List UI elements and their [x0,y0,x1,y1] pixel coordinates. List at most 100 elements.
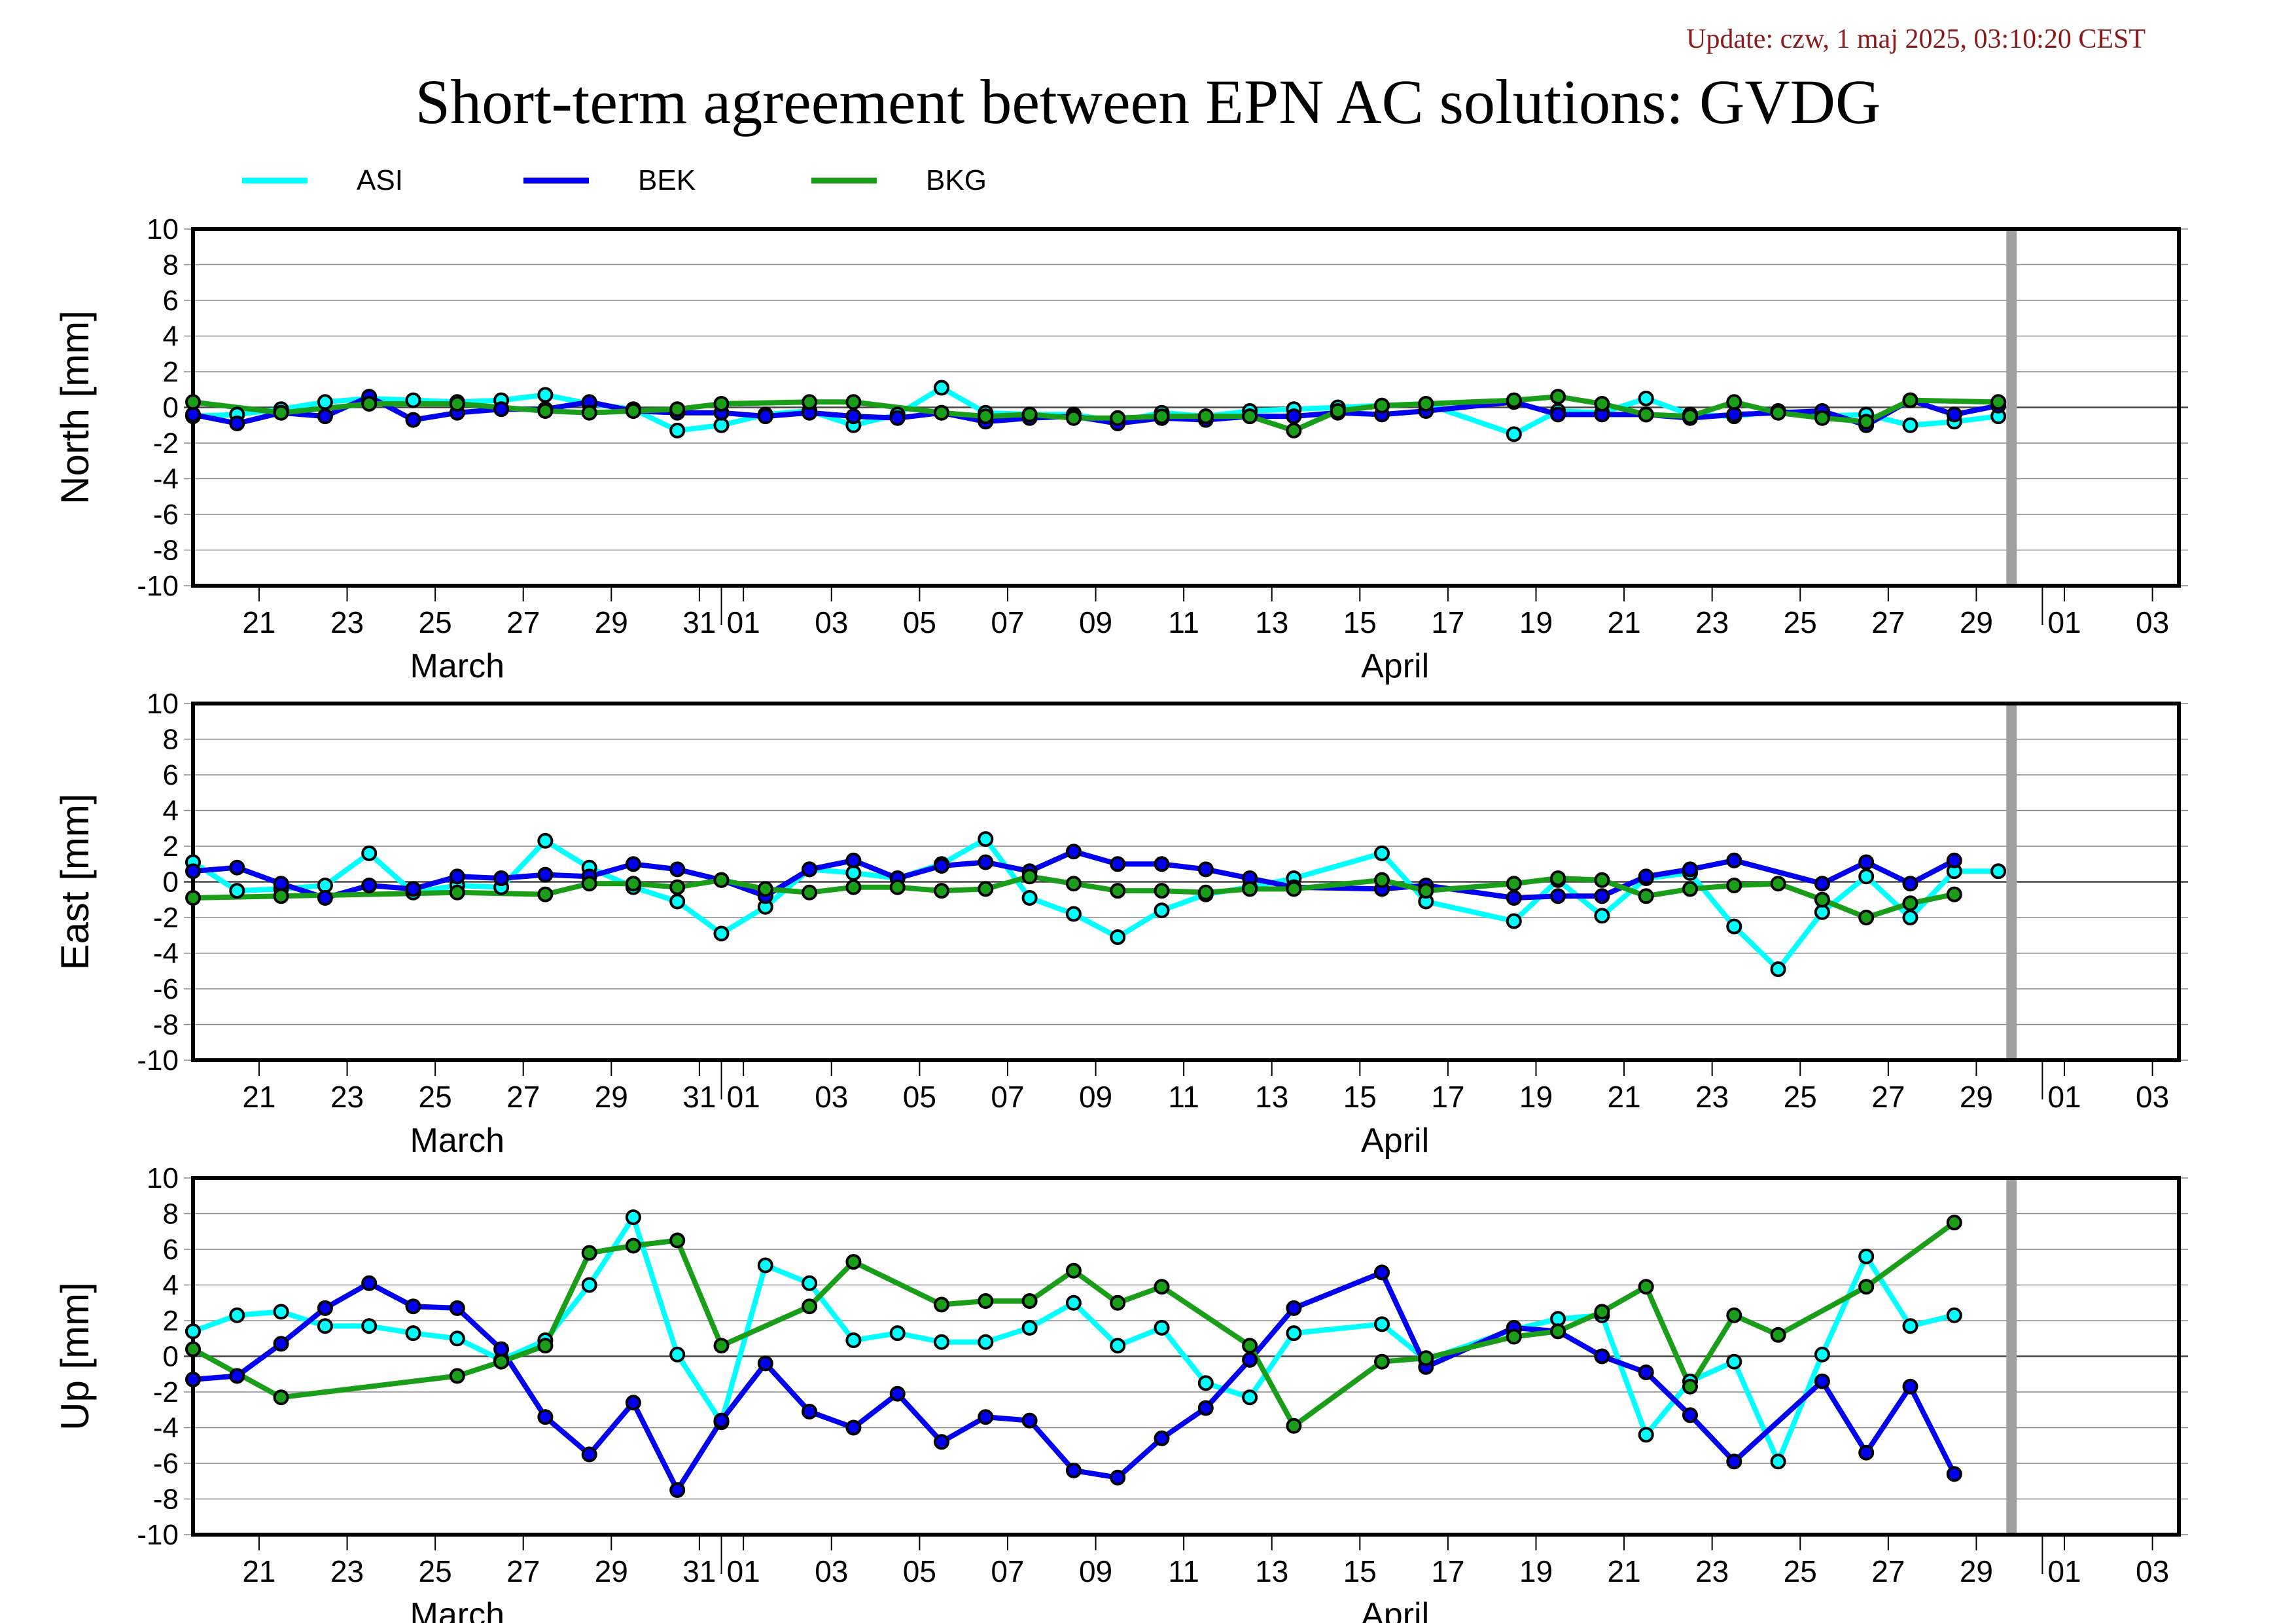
y-tick-label: 10 [147,1162,179,1194]
x-tick-label: 29 [595,1554,628,1588]
data-point-bkg [1550,389,1566,405]
x-tick-label: 05 [903,1554,936,1588]
data-point-bkg [1594,396,1610,412]
x-tick-label: 11 [1168,605,1199,639]
x-tick-label: 27 [506,1080,540,1114]
data-point-bek [1154,1430,1170,1446]
data-point-asi [669,1346,686,1363]
data-point-bkg [1682,1378,1698,1395]
data-point-bkg [934,883,949,899]
data-point-bek [802,861,818,878]
data-point-bek [1946,1466,1962,1482]
data-point-bkg [1594,872,1610,888]
x-tick-label: 15 [1343,1080,1377,1114]
x-tick-label: 03 [2136,1080,2169,1114]
data-point-bkg [1374,872,1390,888]
legend-label-bek: BEK [638,164,696,196]
x-tick-label: 03 [815,1554,848,1588]
legend-item-asi: ASI [242,164,403,196]
x-tick-label: 09 [1079,1080,1112,1114]
x-tick-label: 03 [2136,1554,2169,1588]
x-tick-label: 11 [1168,1080,1199,1114]
data-point-bek [1506,890,1522,906]
data-point-asi [317,1318,333,1334]
data-point-bek [1594,1348,1610,1364]
x-tick-label: 01 [2047,1554,2081,1588]
x-tick-label: 01 [2047,605,2081,639]
data-point-bkg [185,394,201,410]
legend-label-asi: ASI [357,164,403,196]
data-point-asi [1110,1338,1126,1354]
data-point-bkg [1858,1279,1875,1295]
data-point-asi [273,1304,289,1320]
data-point-asi [625,1209,641,1225]
data-point-bkg [1726,394,1742,410]
y-tick-label: 2 [163,1305,179,1337]
data-point-bkg [669,1232,686,1249]
data-point-bek [1946,406,1962,423]
data-point-bkg [1154,1279,1170,1295]
data-point-bkg [493,1353,510,1370]
data-point-asi [713,417,730,433]
data-point-bkg [1638,1279,1654,1295]
month-label-april: April [1361,647,1429,685]
y-tick-label: -4 [153,1412,179,1444]
data-point-asi [1770,961,1786,977]
data-point-bek [1286,1300,1302,1316]
data-point-bek [1110,1469,1126,1486]
data-point-bkg [889,879,906,895]
y-tick-label: 10 [147,688,179,720]
y-tick-label: -8 [153,1009,179,1041]
data-point-bkg [581,404,597,421]
y-tick-label: 8 [163,249,179,281]
data-point-bek [361,878,378,893]
x-tick-label: 25 [1784,1554,1817,1588]
data-point-bkg [845,1254,862,1270]
x-tick-label: 13 [1255,1080,1288,1114]
data-point-bkg [1242,408,1258,425]
x-tick-label: 31 [682,1080,716,1114]
data-point-bek [1814,876,1830,892]
data-point-bkg [449,884,465,901]
data-point-asi [1638,390,1654,406]
data-point-asi [1065,1294,1082,1311]
data-point-asi [1021,890,1038,906]
data-point-bek [934,858,949,874]
data-point-bek [1682,1407,1698,1423]
legend-item-bek: BEK [523,164,696,196]
x-tick-label: 01 [2047,1080,2081,1114]
data-point-asi [1726,918,1742,935]
data-point-asi [669,422,686,438]
data-point-asi [1770,1454,1786,1470]
x-tick-label: 25 [1784,1080,1817,1114]
data-point-asi [1242,1389,1258,1406]
data-point-asi [978,1334,994,1350]
data-point-bkg [978,1293,994,1309]
month-label-march: March [410,1596,504,1623]
data-point-bek [1594,888,1610,904]
data-point-bek [757,1355,773,1372]
x-tick-label: 07 [991,1554,1024,1588]
data-point-bkg [361,396,378,412]
data-point-bek [845,408,862,425]
panel-east: 10 86 420-2 -4-6 -8-10 21 23 25 27 29 31 01 03 05 07 09… [53,688,2188,1160]
data-point-bkg [669,879,686,895]
x-tick-label: 21 [242,1554,275,1588]
data-point-bkg [845,394,862,410]
x-tick-label: 23 [330,605,364,639]
data-point-bek [1902,876,1918,892]
data-point-bkg [625,876,641,892]
data-point-bek [405,412,421,428]
data-point-bkg [713,396,730,412]
x-tick-label: 31 [682,1554,716,1588]
data-point-bkg [1197,408,1214,425]
x-tick-label: 23 [1695,605,1729,639]
x-tick-label: 13 [1255,1554,1288,1588]
data-point-asi [229,1307,245,1323]
data-point-bkg [625,1238,641,1254]
x-tick-label: 07 [991,605,1024,639]
data-point-asi [229,883,245,899]
month-label-april: April [1361,1596,1429,1623]
data-point-bkg [1286,422,1302,438]
data-point-bkg [1902,895,1918,912]
